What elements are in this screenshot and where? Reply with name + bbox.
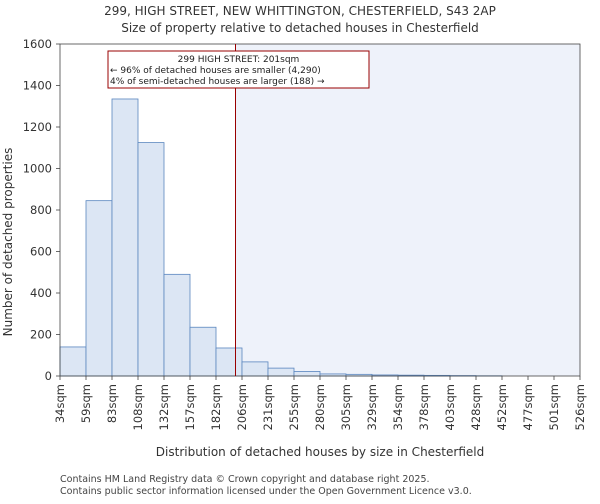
bar-34sqm bbox=[60, 347, 86, 376]
bar-132sqm bbox=[164, 274, 190, 376]
x-tick-label-132sqm: 132sqm bbox=[157, 384, 171, 430]
chart-subtitle: Size of property relative to detached ho… bbox=[121, 21, 479, 35]
annotation-line-3: 4% of semi-detached houses are larger (1… bbox=[110, 77, 325, 87]
x-tick-label-305sqm: 305sqm bbox=[339, 384, 353, 430]
bar-231sqm bbox=[268, 368, 294, 376]
x-tick-label-59sqm: 59sqm bbox=[79, 384, 93, 423]
x-tick-label-354sqm: 354sqm bbox=[391, 384, 405, 430]
y-tick-label-0: 0 bbox=[45, 369, 52, 383]
x-tick-label-501sqm: 501sqm bbox=[547, 384, 561, 430]
annotation-line-2: ← 96% of detached houses are smaller (4,… bbox=[110, 66, 321, 76]
chart-title: 299, HIGH STREET, NEW WHITTINGTON, CHEST… bbox=[104, 4, 496, 18]
x-tick-label-182sqm: 182sqm bbox=[209, 384, 223, 430]
larger-region-shade bbox=[236, 44, 581, 376]
y-tick-label-1000: 1000 bbox=[23, 162, 52, 176]
x-tick-label-157sqm: 157sqm bbox=[183, 384, 197, 430]
y-tick-label-800: 800 bbox=[30, 203, 52, 217]
bar-108sqm bbox=[138, 143, 164, 376]
x-axis-label: Distribution of detached houses by size … bbox=[156, 445, 484, 459]
plot-area: 0 200 400 600 800 1000 1200 1400 1600 34sqm 59sqm 8… bbox=[23, 37, 587, 430]
x-tick-label-526sqm: 526sqm bbox=[573, 384, 587, 430]
x-tick-label-477sqm: 477sqm bbox=[521, 384, 535, 430]
bar-59sqm bbox=[86, 201, 112, 376]
bar-157sqm bbox=[190, 327, 216, 376]
bar-255sqm bbox=[294, 371, 320, 376]
y-tick-label-1600: 1600 bbox=[23, 37, 52, 51]
x-tick-label-255sqm: 255sqm bbox=[287, 384, 301, 430]
footer-line-1: Contains HM Land Registry data © Crown c… bbox=[60, 474, 430, 485]
x-tick-label-231sqm: 231sqm bbox=[261, 384, 275, 430]
footer-line-2: Contains public sector information licen… bbox=[60, 486, 472, 497]
x-tick-label-280sqm: 280sqm bbox=[313, 384, 327, 430]
x-tick-label-428sqm: 428sqm bbox=[469, 384, 483, 430]
bar-182sqm bbox=[216, 348, 242, 376]
x-tick-label-108sqm: 108sqm bbox=[131, 384, 145, 430]
y-tick-label-200: 200 bbox=[30, 328, 52, 342]
x-tick-label-403sqm: 403sqm bbox=[443, 384, 457, 430]
x-tick-label-452sqm: 452sqm bbox=[495, 384, 509, 430]
bar-83sqm bbox=[112, 99, 138, 376]
x-tick-label-378sqm: 378sqm bbox=[417, 384, 431, 430]
y-tick-label-400: 400 bbox=[30, 286, 52, 300]
x-tick-label-329sqm: 329sqm bbox=[365, 384, 379, 430]
x-tick-label-206sqm: 206sqm bbox=[235, 384, 249, 430]
y-tick-label-1200: 1200 bbox=[23, 120, 52, 134]
bar-206sqm bbox=[242, 362, 268, 376]
y-axis-label: Number of detached properties bbox=[1, 148, 15, 337]
x-tick-label-34sqm: 34sqm bbox=[53, 384, 67, 423]
annotation-line-1: 299 HIGH STREET: 201sqm bbox=[178, 55, 300, 65]
x-tick-label-83sqm: 83sqm bbox=[105, 384, 119, 423]
y-tick-label-600: 600 bbox=[30, 245, 52, 259]
y-tick-label-1400: 1400 bbox=[23, 79, 52, 93]
